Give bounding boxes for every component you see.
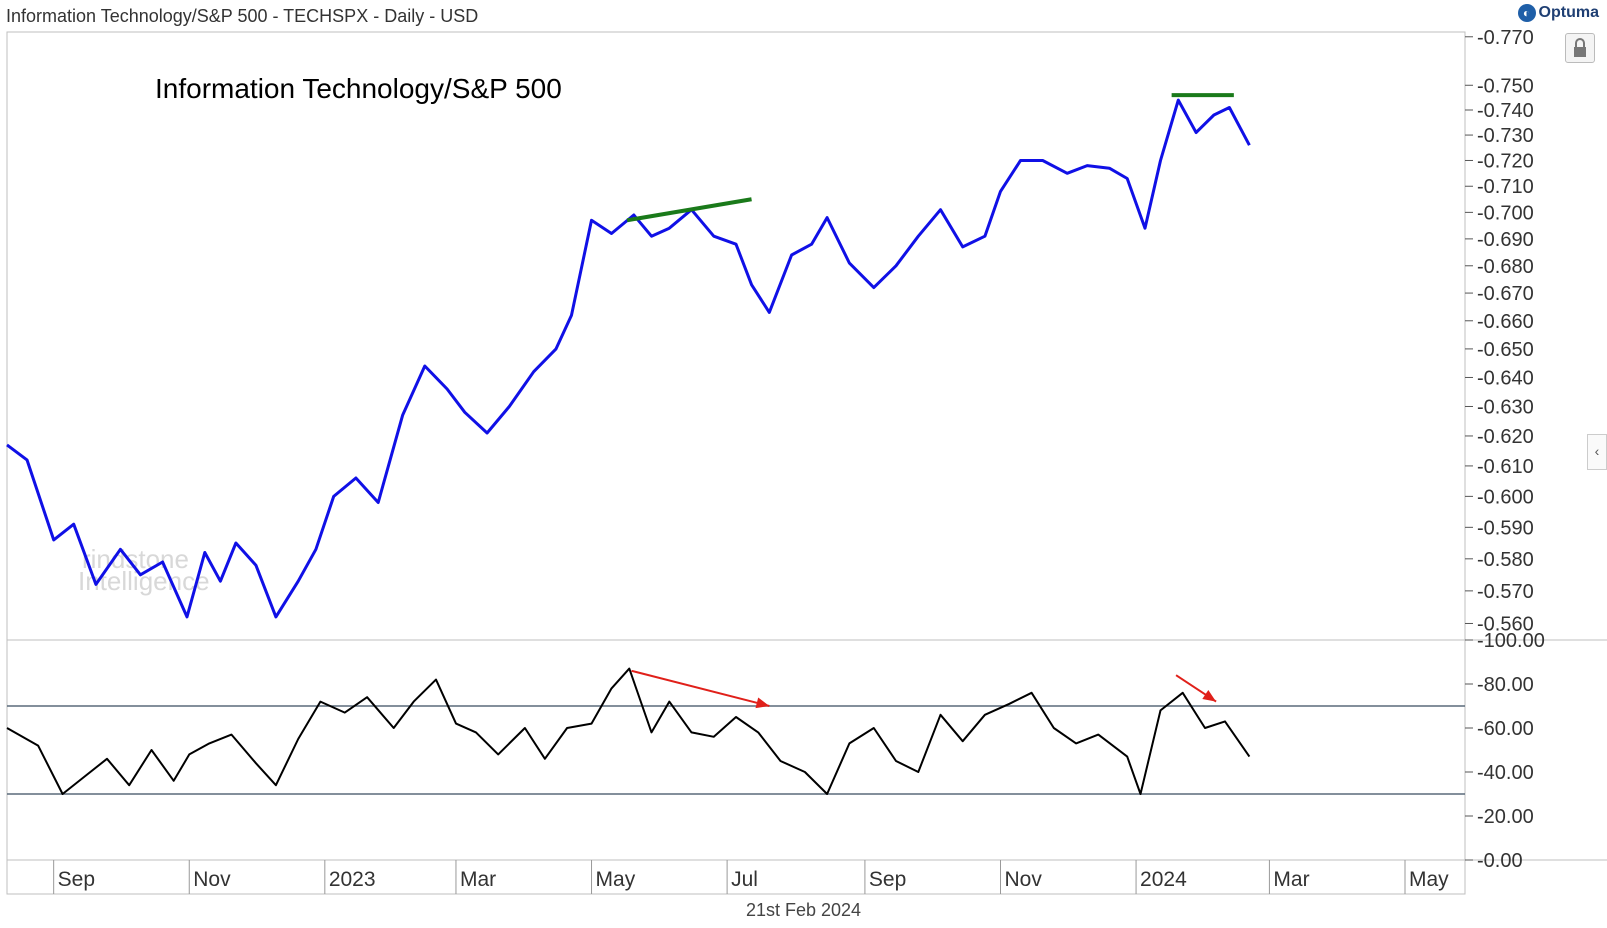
brand-name: Optuma	[1538, 4, 1599, 21]
price-tick-label: -0.650	[1477, 339, 1534, 361]
rsi-series-line	[6, 667, 1251, 795]
chart-frame	[6, 31, 1607, 895]
price-tick-label: -0.680	[1477, 256, 1534, 278]
price-tick-label: -0.750	[1477, 75, 1534, 97]
price-tick-label: -0.580	[1477, 549, 1534, 571]
time-tick-label: Mar	[1273, 868, 1309, 891]
time-tick-label: Jul	[731, 868, 758, 891]
time-tick-label: May	[1409, 868, 1449, 891]
price-tick-label: -0.570	[1477, 581, 1534, 603]
price-tick-label: -0.560	[1477, 613, 1534, 635]
rsi-tick-label: -80.00	[1477, 674, 1534, 696]
time-tick-label: Mar	[460, 868, 496, 891]
rsi-tick-label: -60.00	[1477, 718, 1534, 740]
rsi-levels	[7, 705, 1465, 795]
divergence-arrow	[631, 669, 770, 707]
price-series-line	[6, 98, 1251, 619]
time-tick-label: Nov	[193, 868, 231, 891]
price-axis: -0.770 -0.750 -0.740 -0.730 -0.720 -0.710 -0.7…	[1465, 27, 1534, 635]
lock-button[interactable]	[1565, 33, 1595, 63]
chart-title: Information Technology/S&P 500	[155, 73, 562, 104]
time-tick-label: Sep	[869, 868, 906, 891]
brand-logo: ◐ Optuma	[1517, 4, 1599, 22]
rsi-tick-label: -100.00	[1477, 630, 1545, 652]
rsi-axis: -100.00 -80.00 -60.00 -40.00 -20.00 -0.00	[1465, 630, 1545, 872]
time-tick-label: May	[596, 868, 636, 891]
plot-border	[6, 31, 1466, 895]
annotations	[626, 93, 1234, 709]
time-tick-label: Nov	[1004, 868, 1042, 891]
price-tick-label: -0.610	[1477, 456, 1534, 478]
lock-icon	[1574, 38, 1586, 57]
price-tick-label: -0.660	[1477, 311, 1534, 333]
chart-header-title: Information Technology/S&P 500 - TECHSPX…	[6, 6, 479, 26]
price-tick-label: -0.620	[1477, 426, 1534, 448]
optuma-logo-icon: ◐	[1517, 4, 1536, 22]
price-tick-label: -0.600	[1477, 486, 1534, 508]
price-tick-label: -0.670	[1477, 283, 1534, 305]
rsi-tick-label: -20.00	[1477, 806, 1534, 828]
arrow-head	[755, 697, 770, 709]
rsi-tick-label: -0.00	[1477, 850, 1523, 872]
trendline	[626, 197, 752, 223]
time-tick-label: Sep	[58, 868, 95, 891]
current-date-label: 21st Feb 2024	[745, 900, 862, 920]
chevron-left-icon: ‹	[1594, 443, 1600, 459]
price-tick-label: -0.710	[1477, 176, 1534, 198]
price-tick-label: -0.590	[1477, 517, 1534, 539]
price-tick-label: -0.690	[1477, 229, 1534, 251]
price-tick-label: -0.640	[1477, 367, 1534, 389]
price-tick-label: -0.770	[1477, 27, 1534, 49]
time-axis: Sep Nov 2023 Mar May Jul Sep Nov 2024 Mar May	[53, 860, 1449, 894]
price-tick-label: -0.740	[1477, 100, 1534, 122]
price-tick-label: -0.700	[1477, 202, 1534, 224]
rsi-tick-label: -40.00	[1477, 762, 1534, 784]
price-tick-label: -0.730	[1477, 125, 1534, 147]
price-tick-label: -0.630	[1477, 396, 1534, 418]
price-tick-label: -0.720	[1477, 150, 1534, 172]
arrow-head	[1202, 689, 1217, 702]
time-tick-label: 2024	[1140, 868, 1187, 891]
time-tick-label: 2023	[329, 868, 376, 891]
